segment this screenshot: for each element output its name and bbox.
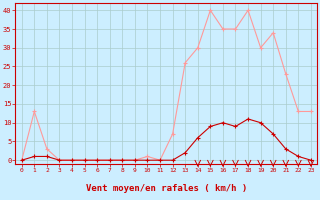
X-axis label: Vent moyen/en rafales ( km/h ): Vent moyen/en rafales ( km/h ) (86, 184, 247, 193)
